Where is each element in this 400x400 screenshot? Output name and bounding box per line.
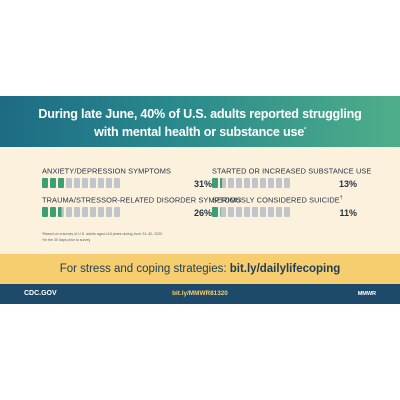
coping-cta-banner: For stress and coping strategies: bit.ly… [0, 254, 400, 284]
bar-segment [74, 178, 80, 188]
bar-segment [66, 207, 72, 217]
stat-anxiety-depression: ANXIETY/DEPRESSION SYMPTOMS 31% [42, 164, 212, 190]
footer-logo-text: MMWR [357, 291, 376, 297]
headline-banner: During late June, 40% of U.S. adults rep… [0, 96, 400, 147]
stat-label: ANXIETY/DEPRESSION SYMPTOMS [42, 166, 172, 176]
bar-segment [284, 178, 290, 188]
stat-percent: 11% [339, 208, 357, 218]
bar-segment [114, 207, 120, 217]
bar-segment [106, 207, 112, 217]
bar-segment [284, 207, 290, 217]
bar-segment [252, 178, 258, 188]
bar-segment [220, 178, 226, 188]
bar-segment [82, 178, 88, 188]
footer-site[interactable]: CDC.GOV [24, 290, 57, 297]
headline-line-2: with mental health or substance use* [0, 122, 400, 140]
bar-segment [58, 207, 64, 217]
stat-considered-suicide: SERIOUSLY CONSIDERED SUICIDE† 11% [212, 193, 357, 219]
bar-segment [50, 178, 56, 188]
bar-segment [268, 178, 274, 188]
stat-percent: 31% [193, 179, 212, 189]
bar-segment [276, 207, 282, 217]
stat-label: SERIOUSLY CONSIDERED SUICIDE† [212, 195, 343, 205]
bar-segment [82, 207, 88, 217]
stat-bar-row: 31% [42, 178, 212, 190]
bar-segment [236, 178, 242, 188]
bar-segment [42, 207, 48, 217]
stat-label: TRAUMA/STRESSOR-RELATED DISORDER SYMPTOM… [42, 195, 242, 205]
bar-segment [90, 178, 96, 188]
stat-trauma-stressor: TRAUMA/STRESSOR-RELATED DISORDER SYMPTOM… [42, 193, 242, 219]
stat-bar-row: 26% [42, 207, 212, 219]
stat-bar-row: 11% [212, 207, 357, 219]
footnote-1: *Based on a survey of U.S. adults aged ≥… [42, 232, 163, 236]
footnotes: *Based on a survey of U.S. adults aged ≥… [42, 232, 162, 243]
bar-segment [212, 207, 218, 217]
bar-segment [228, 178, 234, 188]
bar-segment [50, 207, 56, 217]
bar-segment [98, 178, 104, 188]
bar-segment [276, 178, 282, 188]
stat-percent: 26% [193, 208, 212, 218]
footnote-2: †In the 30 days prior to survey [42, 237, 91, 242]
bar-segment [212, 178, 218, 188]
stat-substance-use: STARTED OR INCREASED SUBSTANCE USE 13% [212, 164, 372, 190]
bar-segment [106, 178, 112, 188]
bar-segment [252, 207, 258, 217]
bar-segment [74, 207, 80, 217]
stats-panel: ANXIETY/DEPRESSION SYMPTOMS 31% STARTED … [0, 147, 400, 254]
footer-short-link[interactable]: bit.ly/MMWR81320 [172, 290, 228, 297]
cta-link[interactable]: bit.ly/dailylifecoping [229, 263, 341, 275]
headline-line-2-text: with mental health or substance use [94, 125, 305, 140]
bar-segment [42, 178, 48, 188]
bar-segment [228, 207, 234, 217]
stat-label: STARTED OR INCREASED SUBSTANCE USE [212, 166, 372, 176]
bar-segment [58, 178, 64, 188]
infographic-card: During late June, 40% of U.S. adults rep… [0, 96, 400, 304]
bar-segment [260, 207, 266, 217]
stat-bar-row: 13% [212, 178, 357, 190]
bar-segment [260, 178, 266, 188]
bar-segment [236, 207, 242, 217]
bar-segment [268, 207, 274, 217]
headline-line-1: During late June, 40% of U.S. adults rep… [38, 107, 362, 121]
bar-segment [114, 178, 120, 188]
bar-segment [244, 207, 250, 217]
footer-bar: bit.ly/MMWR81320 CDC.GOV MMWR [0, 284, 400, 304]
bar-segment [220, 207, 226, 217]
bar-segment [244, 178, 250, 188]
cta-prefix: For stress and coping strategies: [59, 263, 230, 275]
bar-segment [90, 207, 96, 217]
stat-percent: 13% [338, 179, 357, 189]
headline-footnote-marker: * [304, 127, 306, 133]
bar-segment [98, 207, 104, 217]
bar-segment [66, 178, 72, 188]
